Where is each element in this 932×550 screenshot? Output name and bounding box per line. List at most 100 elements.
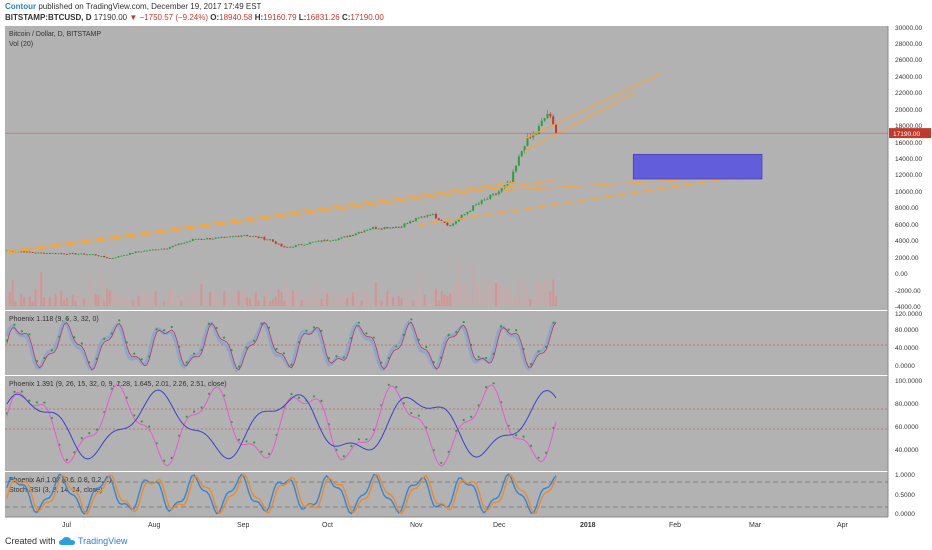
- volume-bar: [306, 295, 309, 306]
- signal-dot: [50, 349, 53, 352]
- y-tick: 22000.00: [895, 90, 922, 97]
- candle-body: [372, 227, 375, 229]
- volume-bar: [263, 296, 266, 306]
- volume-bar: [274, 297, 277, 306]
- volume-bar: [28, 296, 31, 306]
- signal-dot: [537, 350, 540, 353]
- volume-bar: [291, 290, 294, 306]
- volume-bar: [426, 300, 429, 306]
- volume-bar: [360, 300, 363, 306]
- candle-body: [57, 253, 60, 255]
- signal-dot: [155, 328, 158, 331]
- signal-dot: [485, 356, 488, 359]
- candle-body: [154, 249, 157, 251]
- candle-body: [28, 251, 31, 253]
- ari-panel[interactable]: [5, 472, 888, 517]
- signal-dot: [215, 382, 218, 385]
- candle-body: [486, 198, 489, 200]
- volume-bar: [86, 297, 89, 306]
- phoenix2-panel[interactable]: [5, 376, 888, 471]
- candle-body: [449, 225, 452, 227]
- signal-dot: [320, 329, 323, 332]
- candle-body: [497, 191, 500, 195]
- volume-bar: [140, 296, 143, 306]
- volume-bar: [151, 299, 154, 306]
- candle-body: [535, 133, 538, 135]
- volume-bar: [34, 289, 37, 306]
- y-tick: 40.0000: [895, 345, 919, 352]
- volume-bar: [417, 270, 420, 306]
- signal-dot: [297, 396, 301, 399]
- candle-body: [137, 251, 140, 253]
- author-link[interactable]: Contour: [5, 2, 37, 11]
- open-value: 18940.58: [219, 13, 253, 22]
- volume-bar: [120, 292, 123, 306]
- stoch-k-line: [6, 473, 557, 515]
- candle-body: [226, 236, 229, 238]
- signal-dot: [80, 342, 83, 345]
- candle-body: [128, 252, 131, 255]
- candle-body: [466, 211, 469, 214]
- volume-bar: [497, 278, 500, 306]
- y-tick: 60.0000: [895, 424, 919, 431]
- volume-bar: [543, 281, 546, 306]
- volume-bar: [137, 295, 140, 306]
- volume-bar: [323, 290, 326, 306]
- signal-dot: [170, 325, 173, 329]
- candle-body: [343, 236, 346, 238]
- candle-body: [183, 242, 186, 244]
- tradingview-brand-link[interactable]: TradingView: [78, 536, 128, 546]
- candle-body: [326, 239, 329, 241]
- signal-dot: [552, 321, 555, 324]
- candle-body: [171, 245, 174, 248]
- signal-dot: [477, 355, 480, 358]
- volume-bar: [540, 282, 543, 306]
- volume-bar: [386, 291, 389, 306]
- signal-dot: [365, 438, 368, 441]
- signal-dot: [163, 459, 166, 462]
- candle-body: [331, 240, 334, 241]
- last-price-badge: [889, 128, 931, 139]
- volume-bar: [489, 279, 492, 306]
- signal-dot: [215, 326, 218, 330]
- candle-body: [180, 243, 183, 245]
- candle-body: [123, 255, 126, 256]
- volume-bar: [183, 294, 186, 306]
- signal-dot: [140, 420, 143, 423]
- volume-bar: [197, 301, 200, 306]
- signal-dot: [290, 392, 293, 396]
- volume-bar: [240, 292, 243, 306]
- y-tick: 4000.00: [895, 238, 919, 245]
- candle-body: [323, 239, 326, 242]
- candle-body: [40, 252, 43, 254]
- candle-body: [492, 193, 495, 195]
- phoenix2-slow-line: [6, 389, 557, 460]
- volume-bar: [466, 294, 469, 306]
- drawings[interactable]: [6, 72, 763, 254]
- volume-bar: [532, 296, 535, 306]
- low-label: L:: [298, 13, 307, 22]
- volume-bar: [186, 293, 189, 306]
- symbol-name[interactable]: BITSTAMP:BTCUSD, D: [5, 13, 92, 22]
- volume-bar: [352, 292, 354, 306]
- candle-body: [140, 251, 143, 253]
- candle-body: [80, 253, 83, 255]
- volume-bar: [317, 297, 320, 306]
- phoenix1-y-axis: 120.0000 80.0000 40.0000 0.0000: [895, 311, 922, 370]
- candle-body: [389, 227, 392, 229]
- volume-bar: [314, 275, 317, 306]
- volume-bar: [117, 297, 120, 306]
- y-tick: 8000.00: [895, 205, 919, 212]
- y-tick: 0.00: [895, 271, 908, 278]
- y-tick: 30000.00: [895, 25, 922, 32]
- candle-body: [20, 251, 23, 253]
- candle-body: [211, 238, 214, 240]
- volume-bar: [357, 290, 360, 306]
- y-tick: 6000.00: [895, 222, 919, 229]
- candle-body: [234, 236, 237, 237]
- volume-bar: [88, 276, 91, 306]
- candle-body: [231, 236, 234, 238]
- volume-bar: [283, 300, 286, 306]
- volume-bar: [97, 295, 100, 306]
